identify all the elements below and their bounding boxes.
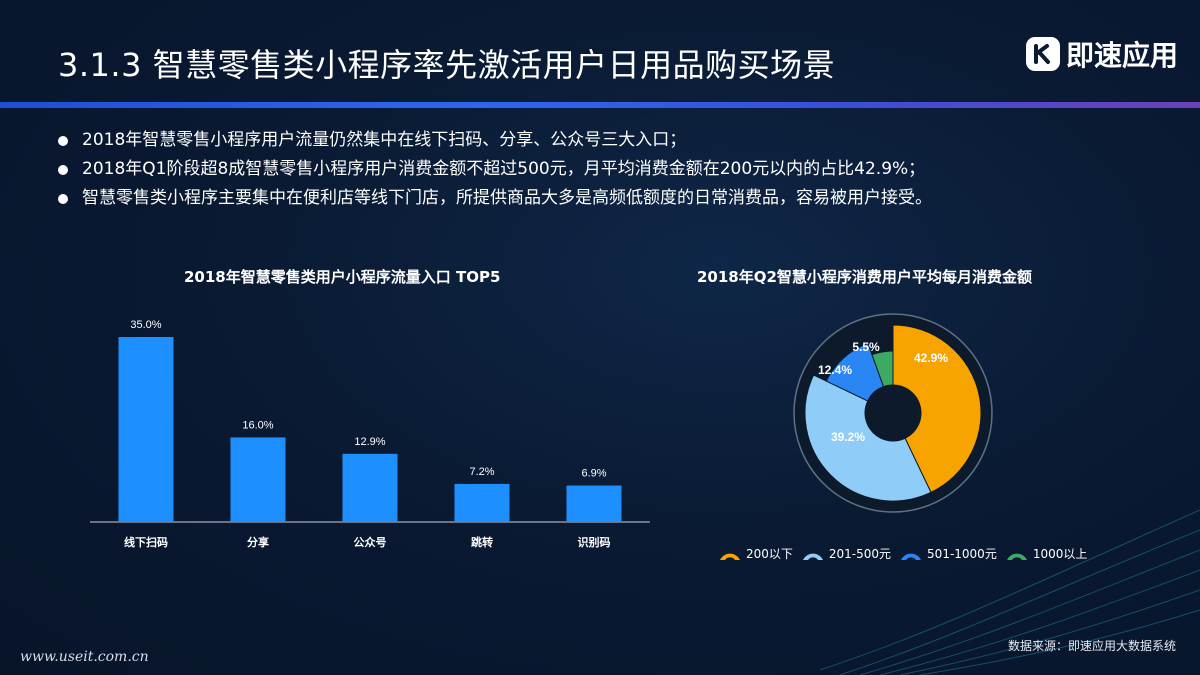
pie-value-label: 39.2% xyxy=(831,430,865,444)
pie-value-label: 5.5% xyxy=(852,340,880,354)
legend-label: 200以下 xyxy=(746,547,793,561)
bar xyxy=(118,337,174,522)
legend-swatch-icon xyxy=(1006,553,1027,560)
bullet-item: 2018年智慧零售小程序用户流量仍然集中在线下扫码、分享、公众号三大入口； xyxy=(56,126,1066,155)
bar-value-label: 16.0% xyxy=(242,419,273,431)
pie-chart-title: 2018年Q2智慧小程序消费用户平均每月消费金额 xyxy=(697,268,1032,286)
legend-label: 501-1000元 xyxy=(927,547,997,561)
bar-category-label: 线下扫码 xyxy=(124,535,168,549)
k-letter-logo-icon xyxy=(1025,37,1060,71)
legend-item[interactable]: 1000以上 xyxy=(1005,545,1088,562)
brand-logo: 即速应用 xyxy=(1025,34,1178,74)
bullet-list: 2018年智慧零售小程序用户流量仍然集中在线下扫码、分享、公众号三大入口； 20… xyxy=(56,126,1066,213)
bar-value-label: 35.0% xyxy=(130,319,161,331)
legend-swatch-icon xyxy=(802,553,823,560)
bar-value-label: 6.9% xyxy=(581,468,606,480)
bar xyxy=(566,485,622,522)
bar-value-label: 12.9% xyxy=(354,436,385,448)
bar-chart-title: 2018年智慧零售类用户小程序流量入口 TOP5 xyxy=(184,268,501,286)
legend-item[interactable]: 200以下 xyxy=(718,545,793,562)
pie-value-label: 12.4% xyxy=(818,363,852,377)
bar xyxy=(454,483,510,522)
pie-slice xyxy=(825,342,885,402)
bar-value-label: 7.2% xyxy=(469,466,494,478)
legend-swatch-icon xyxy=(720,553,740,560)
bar-category-label: 分享 xyxy=(247,535,269,549)
legend-item[interactable]: 501-1000元 xyxy=(899,545,997,562)
bullet-item: 智慧零售类小程序主要集中在便利店等线下门店，所提供商品大多是高频低额度的日常消费… xyxy=(56,184,1066,213)
logo-text: 即速应用 xyxy=(1065,39,1178,72)
decorative-wave xyxy=(820,470,1200,675)
pie-slice xyxy=(892,324,982,494)
legend-swatch-icon xyxy=(901,553,922,560)
bar xyxy=(230,437,286,522)
pie-slice xyxy=(804,374,932,502)
legend-label: 1000以上 xyxy=(1032,547,1088,561)
pie-legend: 200以下 201-500元 501-1000元 1000以上 xyxy=(718,545,1095,562)
bar xyxy=(342,453,398,522)
pie-value-label: 42.9% xyxy=(914,351,948,365)
watermark: www.useit.com.cn xyxy=(20,649,149,665)
legend-label: 201-500元 xyxy=(828,547,892,561)
data-source-note: 数据来源：即速应用大数据系统 xyxy=(1007,639,1176,653)
bar-category-label: 跳转 xyxy=(471,535,493,549)
bar-category-label: 识别码 xyxy=(578,535,611,549)
page-title: 3.1.3 智慧零售类小程序率先激活用户日用品购买场景 xyxy=(58,46,836,84)
bar-category-label: 公众号 xyxy=(354,535,387,549)
pie-slice xyxy=(871,350,894,388)
legend-item[interactable]: 201-500元 xyxy=(801,545,891,562)
header-divider xyxy=(0,102,1200,108)
bullet-item: 2018年Q1阶段超8成智慧零售小程序用户消费金额不超过500元，月平均消费金额… xyxy=(56,155,1066,184)
